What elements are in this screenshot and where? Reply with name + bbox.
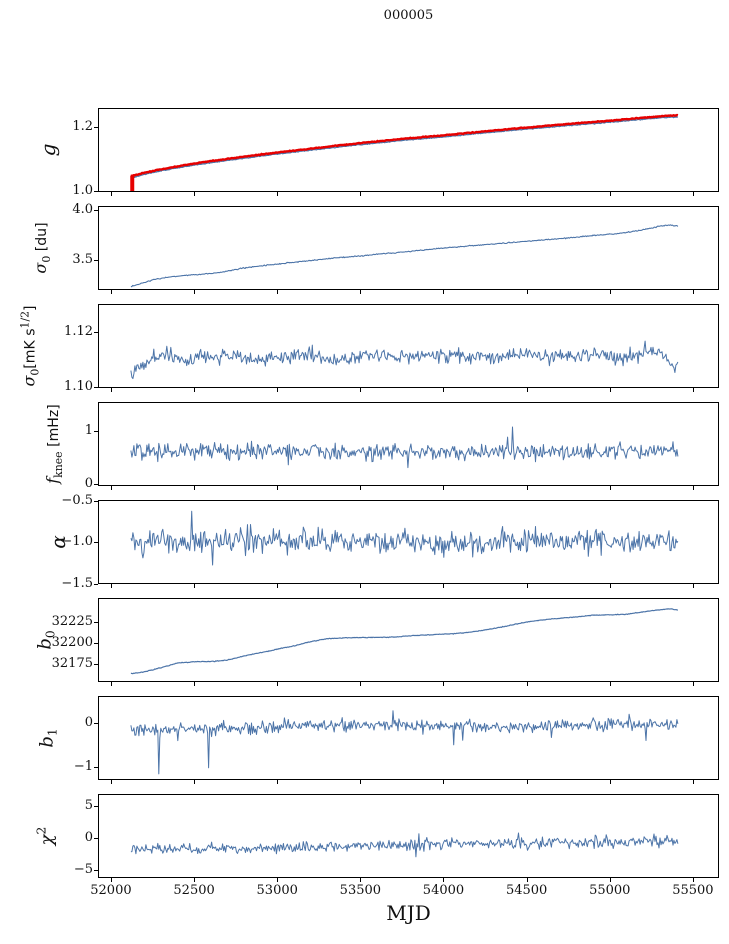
axes-frame: [94, 304, 719, 392]
y-tick-label: −0.5: [61, 492, 93, 508]
series-alpha: [130, 510, 679, 566]
y-tick-label: −1.5: [61, 575, 93, 591]
y-tick-label: −1.0: [61, 534, 93, 550]
x-axis-label: MJD: [386, 901, 431, 925]
y-tick-label: 0: [84, 475, 93, 491]
y-tick-label: −5: [73, 861, 93, 877]
y-axis-label-b1: b1: [36, 728, 60, 748]
series-f-knee: [130, 426, 679, 469]
y-tick-label: 0: [84, 830, 93, 846]
y-axis-label-b0: b0: [34, 630, 58, 650]
x-tick-label: 53000: [256, 883, 298, 898]
series-gain-fit: [130, 116, 678, 179]
axes-frame: [94, 696, 719, 784]
axes-frame: [94, 598, 719, 686]
y-tick-label: 1.10: [64, 378, 93, 394]
y-tick-label: 5: [84, 798, 93, 814]
y-axis-label-f_knee: fknee [mHz]: [43, 404, 65, 484]
series-sigma0-du: [130, 224, 679, 288]
y-axis-label-sigma0_mK: σ0[mK s1/2]: [18, 305, 42, 387]
y-axis-label-alpha: α: [46, 535, 70, 549]
y-tick-label: 1.2: [72, 119, 93, 135]
y-axis-label-chi2: χ2: [34, 826, 58, 846]
series-chi2: [130, 832, 679, 858]
series-sigma0-mK: [130, 340, 679, 380]
figure-title: 000005: [383, 8, 434, 23]
y-tick-label: 32200: [51, 634, 93, 650]
axes-frame: [94, 500, 719, 588]
series-b1: [130, 710, 679, 775]
x-tick-label: 55000: [589, 883, 631, 898]
axes-frame: [94, 108, 719, 196]
series-gain-smoothed: [130, 113, 679, 178]
axes-frame: [94, 794, 719, 882]
y-tick-label: 0: [84, 715, 93, 731]
y-tick-label: 32175: [51, 655, 93, 671]
y-tick-label: 4.0: [72, 201, 93, 217]
y-tick-label: 1.0: [72, 182, 93, 198]
y-tick-label: 3.5: [72, 251, 93, 267]
x-tick-label: 54000: [422, 883, 465, 898]
axes-frame: [94, 402, 719, 490]
y-tick-label: 1: [84, 422, 93, 438]
y-axis-label-g: g: [36, 143, 60, 157]
x-tick-label: 54500: [505, 883, 548, 898]
y-tick-label: −1: [73, 758, 93, 774]
y-tick-label: 32225: [51, 613, 93, 629]
x-tick-label: 53500: [339, 883, 382, 898]
y-axis-label-sigma0_du: σ0 [du]: [31, 222, 53, 274]
axes-frame: [94, 206, 719, 294]
series-b0: [130, 608, 678, 675]
x-tick-label: 55500: [672, 883, 714, 898]
y-tick-label: 1.12: [64, 324, 93, 339]
x-tick-label: 52000: [90, 883, 132, 898]
x-tick-label: 52500: [173, 883, 215, 898]
